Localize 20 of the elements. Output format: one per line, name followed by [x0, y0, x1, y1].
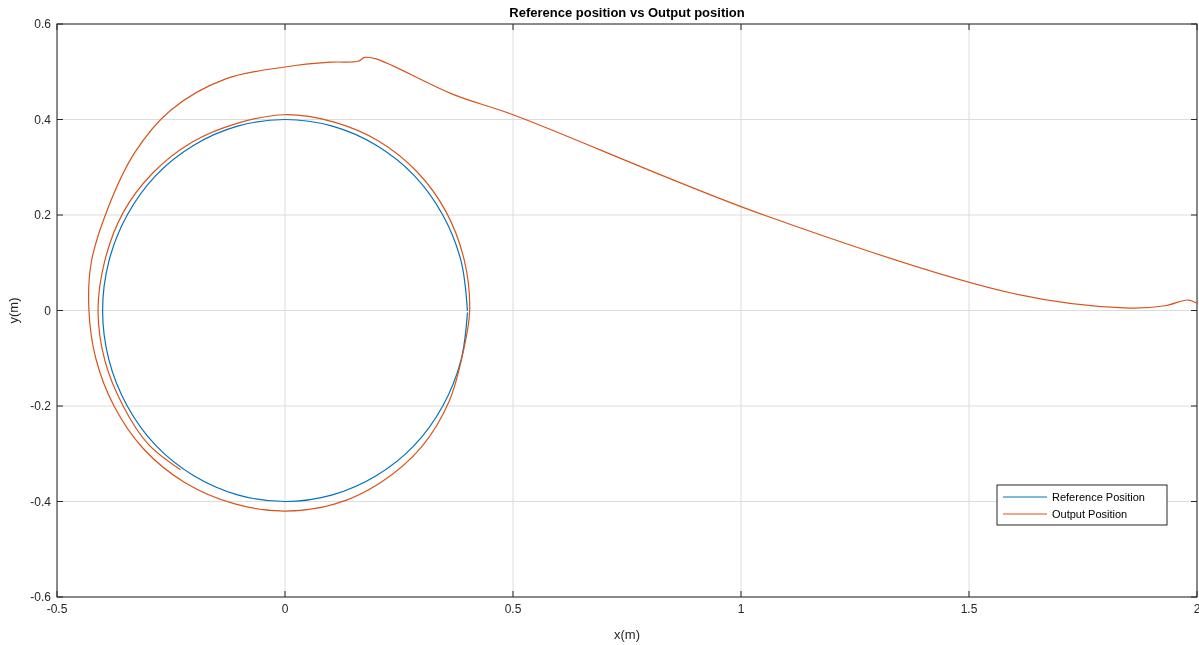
y-tick-label: 0.4 — [34, 112, 52, 127]
x-tick-label: 1.5 — [960, 602, 978, 616]
x-axis-title: x(m) — [614, 627, 640, 642]
y-tick-label: -0.4 — [30, 494, 52, 509]
y-tick-label: 0.6 — [34, 17, 52, 31]
x-tick-label: 0.5 — [504, 602, 522, 616]
y-tick-label: 0 — [44, 303, 52, 318]
legend-label: Reference Position — [1052, 491, 1145, 503]
x-tick-label: -0.5 — [46, 602, 68, 616]
x-tick-label: 1 — [737, 602, 745, 616]
y-tick-label: -0.6 — [30, 590, 52, 604]
y-axis-title: y(m) — [6, 297, 21, 324]
chart-title: Reference position vs Output position — [509, 5, 745, 20]
x-tick-label: 2 — [1193, 602, 1199, 616]
line-series — [88, 56, 1198, 512]
y-tick-label: -0.2 — [30, 399, 52, 413]
y-tick-label: 0.2 — [34, 208, 52, 222]
x-tick-label: 0 — [281, 602, 289, 616]
legend-label: Output Position — [1052, 508, 1128, 520]
line-series — [102, 118, 468, 503]
